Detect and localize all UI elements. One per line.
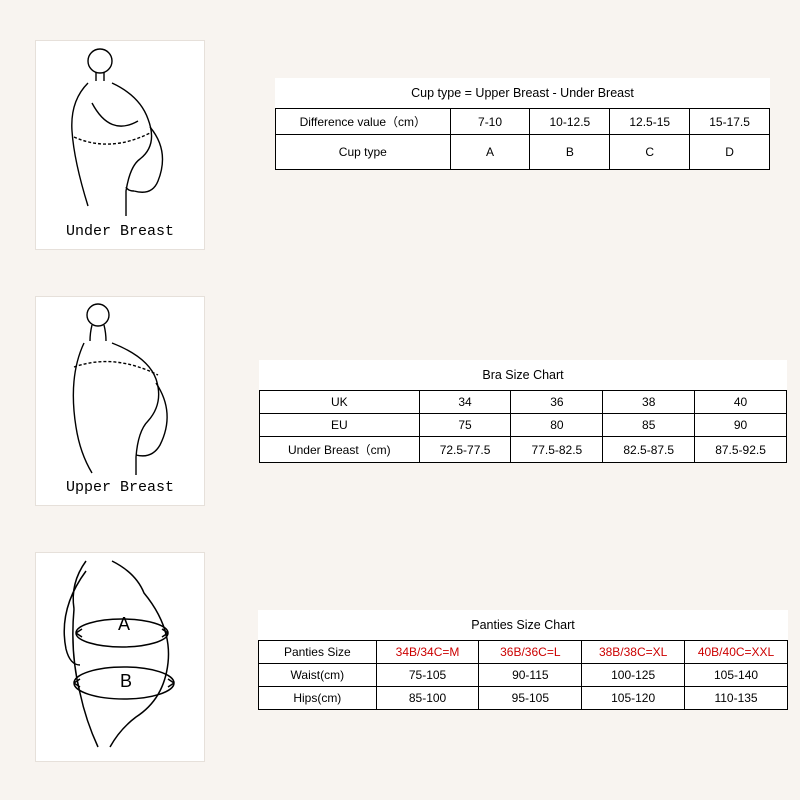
under-breast-illustration: Under Breast — [35, 40, 205, 250]
cell: 34 — [419, 391, 511, 414]
table-row: Cup type A B C D — [276, 135, 770, 170]
cell: 90-115 — [479, 664, 582, 687]
cell: 36B/36C=L — [479, 641, 582, 664]
table-row: UK 34 36 38 40 — [260, 391, 787, 414]
cell: 38 — [603, 391, 695, 414]
cup-type-title: Cup type = Upper Breast - Under Breast — [276, 78, 770, 109]
hips-letter: B — [120, 671, 132, 691]
under-breast-label: Under Breast — [66, 223, 174, 240]
cell: 75-105 — [376, 664, 479, 687]
row-header: Hips(cm) — [259, 687, 377, 710]
table-row: EU 75 80 85 90 — [260, 414, 787, 437]
bra-size-title: Bra Size Chart — [260, 360, 787, 391]
table-row: Waist(cm) 75-105 90-115 100-125 105-140 — [259, 664, 788, 687]
cell: 36 — [511, 391, 603, 414]
cell: B — [530, 135, 610, 170]
cell: 105-120 — [582, 687, 685, 710]
row-header: UK — [260, 391, 420, 414]
under-breast-figure — [40, 41, 200, 221]
cell: A — [450, 135, 530, 170]
waist-letter: A — [118, 614, 130, 634]
cell: 87.5-92.5 — [695, 437, 787, 463]
cell: 90 — [695, 414, 787, 437]
cell: 77.5-82.5 — [511, 437, 603, 463]
cell: 105-140 — [685, 664, 788, 687]
table-row: Hips(cm) 85-100 95-105 105-120 110-135 — [259, 687, 788, 710]
cell: 100-125 — [582, 664, 685, 687]
cell: 40 — [695, 391, 787, 414]
cell: 110-135 — [685, 687, 788, 710]
cell: 10-12.5 — [530, 109, 610, 135]
row-header: Under Breast（cm) — [260, 437, 420, 463]
row-header: Waist(cm) — [259, 664, 377, 687]
panties-size-table: Panties Size Chart Panties Size 34B/34C=… — [258, 610, 788, 710]
cup-type-table: Cup type = Upper Breast - Under Breast D… — [275, 78, 770, 170]
table-row: Difference value（cm） 7-10 10-12.5 12.5-1… — [276, 109, 770, 135]
row-header: EU — [260, 414, 420, 437]
cell: 34B/34C=M — [376, 641, 479, 664]
cell: 40B/40C=XXL — [685, 641, 788, 664]
cell: 82.5-87.5 — [603, 437, 695, 463]
table-row: Panties Size 34B/34C=M 36B/36C=L 38B/38C… — [259, 641, 788, 664]
cell: D — [690, 135, 770, 170]
panties-figure: A B — [40, 553, 200, 753]
upper-breast-illustration: Upper Breast — [35, 296, 205, 506]
cell: 72.5-77.5 — [419, 437, 511, 463]
cell: 85 — [603, 414, 695, 437]
upper-breast-figure — [40, 297, 200, 477]
table-row: Under Breast（cm) 72.5-77.5 77.5-82.5 82.… — [260, 437, 787, 463]
upper-breast-label: Upper Breast — [66, 479, 174, 496]
cell: C — [610, 135, 690, 170]
cell: 38B/38C=XL — [582, 641, 685, 664]
cell: 80 — [511, 414, 603, 437]
cell: 75 — [419, 414, 511, 437]
cell: 85-100 — [376, 687, 479, 710]
cell: 12.5-15 — [610, 109, 690, 135]
row-header: Cup type — [276, 135, 451, 170]
row-header: Difference value（cm） — [276, 109, 451, 135]
panties-illustration: A B — [35, 552, 205, 762]
cell: 15-17.5 — [690, 109, 770, 135]
cell: 7-10 — [450, 109, 530, 135]
panties-size-title: Panties Size Chart — [259, 610, 788, 641]
bra-size-table: Bra Size Chart UK 34 36 38 40 EU 75 80 8… — [259, 360, 787, 463]
cell: 95-105 — [479, 687, 582, 710]
row-header: Panties Size — [259, 641, 377, 664]
